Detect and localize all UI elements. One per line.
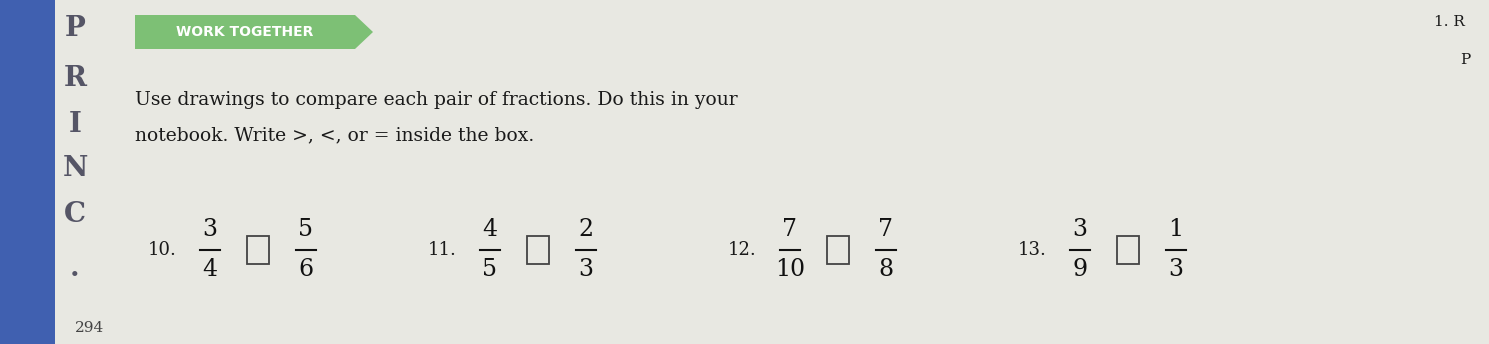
Text: Use drawings to compare each pair of fractions. Do this in your: Use drawings to compare each pair of fra… <box>135 91 737 109</box>
Text: 4: 4 <box>482 218 497 241</box>
Text: 5: 5 <box>482 258 497 281</box>
FancyBboxPatch shape <box>135 15 354 49</box>
Text: R: R <box>64 65 86 92</box>
Text: 12.: 12. <box>728 241 756 259</box>
Text: 5: 5 <box>298 218 314 241</box>
Text: 10.: 10. <box>147 241 176 259</box>
Text: 7: 7 <box>783 218 798 241</box>
Text: N: N <box>63 154 88 182</box>
Text: 1: 1 <box>1169 218 1184 241</box>
Text: 1. R: 1. R <box>1434 15 1465 29</box>
Text: 2: 2 <box>578 218 594 241</box>
Text: WORK TOGETHER: WORK TOGETHER <box>176 25 314 39</box>
Polygon shape <box>354 15 374 49</box>
Text: P: P <box>64 14 85 42</box>
Text: 7: 7 <box>879 218 893 241</box>
Text: notebook. Write >, <, or = inside the box.: notebook. Write >, <, or = inside the bo… <box>135 126 535 144</box>
Text: 3: 3 <box>579 258 594 281</box>
Text: .: . <box>70 255 80 281</box>
Text: I: I <box>68 111 82 139</box>
Text: 8: 8 <box>879 258 893 281</box>
Text: 13.: 13. <box>1017 241 1047 259</box>
FancyBboxPatch shape <box>0 0 55 344</box>
Text: 3: 3 <box>203 218 217 241</box>
Text: 4: 4 <box>203 258 217 281</box>
Text: 6: 6 <box>298 258 314 281</box>
Text: 3: 3 <box>1072 218 1087 241</box>
Text: 11.: 11. <box>427 241 457 259</box>
Text: 3: 3 <box>1169 258 1184 281</box>
Text: 294: 294 <box>76 321 104 335</box>
Text: P: P <box>1459 53 1470 67</box>
Text: C: C <box>64 202 86 228</box>
Text: 9: 9 <box>1072 258 1087 281</box>
Text: 10: 10 <box>774 258 806 281</box>
